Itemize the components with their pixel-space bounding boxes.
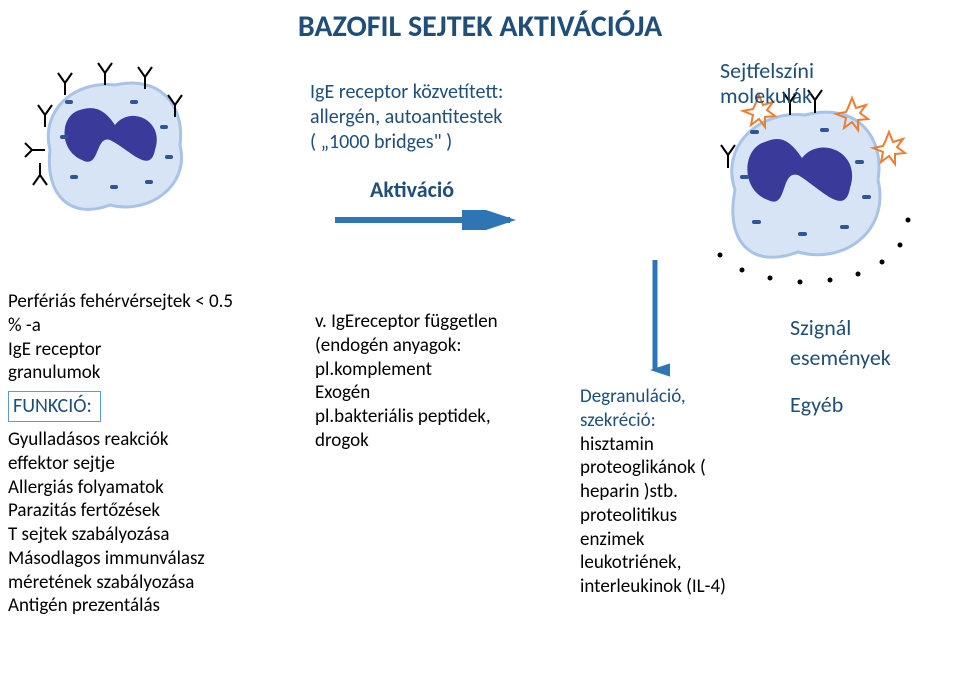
- left-l3: IgE receptor: [8, 338, 308, 362]
- center-text-block: v. IgEreceptor független (endogén anyago…: [315, 310, 545, 453]
- ige-receptor-text: IgE receptor közvetített: allergén, auto…: [310, 80, 590, 155]
- left-f3: Allergiás folyamatok: [8, 476, 308, 500]
- right-label-l1: Sejtfelszíni: [720, 57, 814, 84]
- left-f5: T sejtek szabályozása: [8, 523, 308, 547]
- mid-l1: IgE receptor közvetített:: [310, 80, 590, 105]
- right-r2: szekréció:: [580, 409, 760, 433]
- right-label-l2: molekulák: [720, 82, 812, 109]
- left-f6: Másodlagos immunválasz: [8, 547, 308, 571]
- left-f8: Antigén prezentálás: [8, 594, 308, 618]
- center-l5: pl.bakteriális peptidek,: [315, 405, 545, 429]
- left-f1: Gyulladásos reakciók: [8, 428, 308, 452]
- basophil-cell-right: [680, 80, 920, 290]
- activation-label: Aktiváció: [370, 176, 454, 203]
- left-l1: Perfériás fehérvérsejtek < 0.5: [8, 290, 308, 314]
- center-l3: pl.komplement: [315, 358, 545, 382]
- left-l2: % -a: [8, 314, 308, 338]
- right-r5: heparin )stb.: [580, 480, 760, 504]
- left-f4: Parazitás fertőzések: [8, 499, 308, 523]
- activation-arrow: [335, 210, 525, 230]
- far-right-labels: Szignál események Egyéb: [790, 313, 950, 420]
- mid-l3: ( „1000 bridges" ): [310, 130, 590, 155]
- far-right-s3: Egyéb: [790, 390, 950, 420]
- left-text-block: Perfériás fehérvérsejtek < 0.5 % -a IgE …: [8, 290, 308, 618]
- surface-molecules-label: Sejtfelszíni molekulák: [720, 58, 814, 109]
- left-f2: effektor sejtje: [8, 452, 308, 476]
- right-text-block: Degranuláció, szekréció: hisztamin prote…: [580, 385, 760, 599]
- far-right-s1: Szignál: [790, 313, 950, 343]
- right-r9: interleukinok (IL-4): [580, 575, 760, 599]
- right-r8: leukotriének,: [580, 551, 760, 575]
- right-r6: proteolitikus: [580, 504, 760, 528]
- right-r7: enzimek: [580, 528, 760, 552]
- basophil-cell-left: [10, 55, 210, 225]
- left-f7: méretének szabályozása: [8, 571, 308, 595]
- center-l1: v. IgEreceptor független: [315, 310, 545, 334]
- center-l2: (endogén anyagok:: [315, 334, 545, 358]
- center-l4: Exogén: [315, 381, 545, 405]
- right-r1: Degranuláció,: [580, 385, 760, 409]
- down-arrow: [640, 260, 670, 385]
- right-r3: hisztamin: [580, 433, 760, 457]
- page-title: BAZOFIL SEJTEK AKTIVÁCIÓJA: [0, 8, 960, 45]
- mid-l2: allergén, autoantitestek: [310, 105, 590, 130]
- funkcio-heading: FUNKCIÓ:: [8, 391, 101, 422]
- center-l6: drogok: [315, 429, 545, 453]
- left-l4: granulumok: [8, 361, 308, 385]
- right-r4: proteoglikánok (: [580, 456, 760, 480]
- far-right-s2: események: [790, 343, 950, 373]
